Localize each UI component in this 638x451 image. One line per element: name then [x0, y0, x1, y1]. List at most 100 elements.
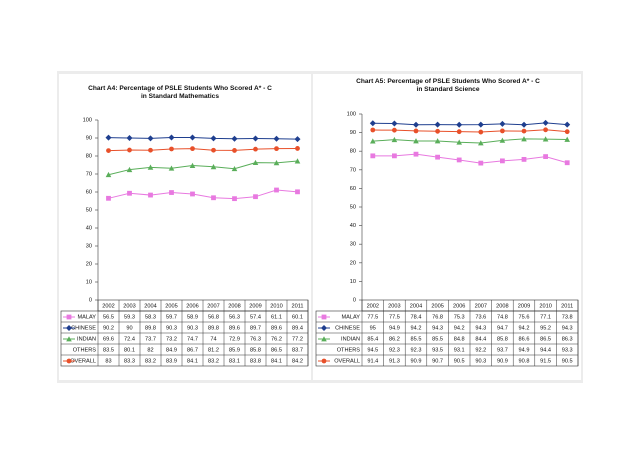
- marker: [521, 156, 527, 162]
- series-line: [108, 189, 298, 200]
- marker: [500, 128, 505, 134]
- x-tick-label: 2007: [207, 303, 219, 309]
- table-value: 86.7: [187, 347, 198, 353]
- table-value: 92.3: [411, 347, 422, 353]
- legend-marker: [66, 325, 72, 331]
- marker: [189, 162, 196, 168]
- marker: [210, 135, 217, 142]
- table-value: 84.9: [166, 347, 177, 353]
- table-value: 90.8: [519, 358, 530, 364]
- table-value: 92.2: [475, 347, 486, 353]
- legend-marker: [321, 314, 327, 320]
- marker: [273, 135, 280, 142]
- legend-label: MALAY: [341, 314, 360, 320]
- marker: [148, 147, 153, 153]
- marker: [231, 135, 238, 142]
- table-value: 94.3: [475, 325, 486, 331]
- y-tick-label: 40: [350, 223, 356, 229]
- marker: [106, 148, 111, 154]
- y-tick-label: 0: [353, 297, 356, 303]
- table-value: 95.2: [540, 325, 551, 331]
- table-value: 73.8: [562, 314, 573, 320]
- table-value: 90.3: [475, 358, 486, 364]
- y-tick-label: 50: [86, 207, 92, 213]
- marker: [499, 120, 506, 127]
- table-value: 75.6: [519, 314, 530, 320]
- legend-label: OTHERS: [337, 347, 361, 353]
- table-value: 73.2: [166, 336, 177, 342]
- legend-marker: [321, 358, 327, 364]
- x-tick-label: 2008: [496, 303, 508, 309]
- legend-marker: [66, 358, 72, 364]
- table-value: 60.1: [292, 314, 303, 320]
- table-value: 76.8: [432, 314, 443, 320]
- x-tick-label: 2002: [102, 303, 114, 309]
- table-value: 86.6: [519, 336, 530, 342]
- legend-label: MALAY: [77, 314, 96, 320]
- table-value: 83.9: [166, 358, 177, 364]
- marker: [294, 136, 301, 143]
- table-value: 90.3: [166, 325, 177, 331]
- series-line: [372, 129, 568, 133]
- series-line: [372, 138, 568, 144]
- series-line: [108, 136, 298, 140]
- marker: [127, 147, 132, 153]
- table-value: 83.3: [124, 358, 135, 364]
- marker: [147, 164, 154, 170]
- table-value: 93.1: [454, 347, 465, 353]
- marker: [231, 165, 238, 172]
- table-value: 86.3: [562, 336, 573, 342]
- marker: [106, 195, 111, 201]
- table-value: 94.9: [389, 325, 400, 331]
- marker: [478, 140, 484, 146]
- marker: [127, 190, 132, 196]
- legend-marker: [321, 336, 327, 342]
- table-value: 89.7: [250, 325, 261, 331]
- table-value: 80.1: [124, 347, 135, 353]
- marker: [252, 135, 259, 142]
- marker: [168, 165, 175, 171]
- y-tick-label: 30: [86, 243, 92, 249]
- x-tick-label: 2006: [453, 303, 465, 309]
- marker: [434, 138, 441, 144]
- table-value: 59.3: [124, 314, 135, 320]
- marker: [211, 195, 216, 201]
- table-value: 83.2: [145, 358, 156, 364]
- marker: [478, 129, 484, 135]
- x-tick-label: 2005: [431, 303, 443, 309]
- marker: [564, 121, 571, 128]
- table-value: 76.2: [271, 336, 282, 342]
- x-tick-label: 2008: [228, 303, 240, 309]
- marker: [295, 189, 300, 195]
- y-tick-label: 20: [86, 261, 92, 267]
- marker: [477, 121, 484, 128]
- table-value: 85.8: [250, 347, 261, 353]
- table-value: 91.3: [389, 358, 400, 364]
- marker: [168, 134, 175, 141]
- table-value: 83.5: [103, 347, 114, 353]
- marker: [456, 157, 462, 163]
- table-value: 84.1: [187, 358, 198, 364]
- table-value: 56.3: [229, 314, 240, 320]
- table-value: 89.6: [229, 325, 240, 331]
- table-value: 56.5: [103, 314, 114, 320]
- y-tick-label: 0: [89, 297, 92, 303]
- y-tick-label: 10: [350, 279, 356, 285]
- table-value: 84.1: [271, 358, 282, 364]
- table-value: 93.3: [562, 347, 573, 353]
- legend-label: CHINESE: [335, 325, 360, 331]
- table-value: 59.7: [166, 314, 177, 320]
- legend-marker: [66, 314, 72, 320]
- y-tick-label: 80: [86, 153, 92, 159]
- table-value: 83: [105, 358, 111, 364]
- x-tick-label: 2002: [367, 303, 379, 309]
- y-tick-label: 20: [350, 260, 356, 266]
- marker: [232, 148, 237, 153]
- y-tick-label: 80: [350, 149, 356, 155]
- table-value: 94.2: [519, 325, 530, 331]
- marker: [542, 136, 549, 142]
- chart-title: in Standard Science: [416, 86, 479, 93]
- marker: [147, 135, 154, 142]
- table-value: 89.4: [292, 325, 303, 331]
